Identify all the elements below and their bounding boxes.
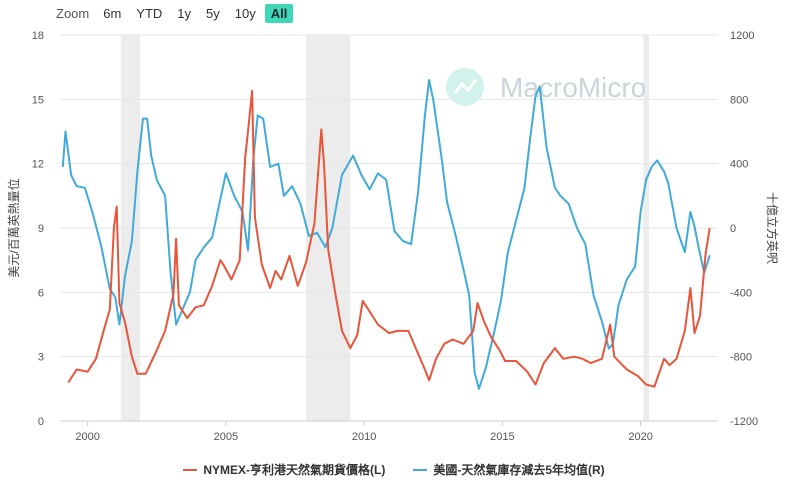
y-right-tick-0: -1200 bbox=[730, 416, 758, 428]
y-right-tick-6: 1200 bbox=[730, 30, 754, 42]
y-left-ticks: 0 3 6 9 12 15 18 bbox=[32, 30, 44, 428]
legend-item-nymex[interactable]: NYMEX-亨利港天然氣期貨價格(L) bbox=[183, 461, 385, 478]
y-left-tick-4: 12 bbox=[32, 159, 44, 171]
y-right-ticks: -1200 -800 -400 0 400 800 1200 bbox=[730, 30, 758, 428]
x-tick-4: 2020 bbox=[628, 431, 652, 443]
y-left-tick-1: 3 bbox=[38, 352, 44, 364]
y-right-tick-2: -400 bbox=[730, 287, 752, 299]
y-right-tick-4: 400 bbox=[730, 159, 748, 171]
zoom-button-10y[interactable]: 10y bbox=[234, 5, 256, 21]
legend-swatch-blue bbox=[413, 468, 428, 471]
y-left-axis-title: 美元/百萬英熱量位 bbox=[6, 178, 21, 277]
y-right-tick-3: 0 bbox=[730, 223, 736, 235]
zoom-button-all[interactable]: All bbox=[264, 3, 294, 23]
grid-lines bbox=[60, 34, 718, 422]
zoom-label: Zoom bbox=[56, 5, 90, 21]
y-left-tick-2: 6 bbox=[38, 287, 44, 299]
y-right-axis-title: 十億立方英呎 bbox=[765, 192, 780, 264]
zoom-bar: Zoom 6m YTD 1y 5y 10y All bbox=[56, 3, 296, 23]
x-tick-3: 2015 bbox=[490, 431, 514, 443]
legend-label-nymex: NYMEX-亨利港天然氣期貨價格(L) bbox=[203, 463, 386, 477]
x-tick-2: 2010 bbox=[352, 431, 376, 443]
zoom-button-ytd[interactable]: YTD bbox=[136, 5, 163, 21]
zoom-button-1y[interactable]: 1y bbox=[177, 5, 192, 21]
series-line-nymex-price bbox=[67, 89, 711, 388]
legend-label-storage: 美國-天然氣庫存減去5年均值(R) bbox=[433, 463, 605, 477]
x-tick-1: 2005 bbox=[214, 431, 238, 443]
watermark-text: MacroMicro bbox=[500, 72, 646, 103]
y-left-tick-3: 9 bbox=[38, 223, 44, 235]
y-left-tick-5: 15 bbox=[32, 94, 44, 106]
legend-swatch-red bbox=[183, 468, 198, 471]
watermark: MacroMicro bbox=[446, 68, 646, 106]
x-tick-0: 2000 bbox=[75, 431, 99, 443]
logo-mark bbox=[453, 79, 478, 94]
legend: NYMEX-亨利港天然氣期貨價格(L) 美國-天然氣庫存減去5年均值(R) bbox=[0, 461, 788, 478]
y-right-tick-5: 800 bbox=[730, 94, 748, 106]
x-axis-ticks: 2000 2005 2010 2015 2020 bbox=[75, 421, 653, 443]
legend-item-storage[interactable]: 美國-天然氣庫存減去5年均值(R) bbox=[413, 461, 605, 478]
y-right-tick-1: -800 bbox=[730, 352, 752, 364]
zoom-button-5y[interactable]: 5y bbox=[206, 5, 220, 21]
zoom-button-6m[interactable]: 6m bbox=[103, 5, 122, 21]
series-lines bbox=[61, 79, 711, 390]
y-left-tick-0: 0 bbox=[38, 416, 44, 428]
y-left-tick-6: 18 bbox=[32, 30, 44, 42]
